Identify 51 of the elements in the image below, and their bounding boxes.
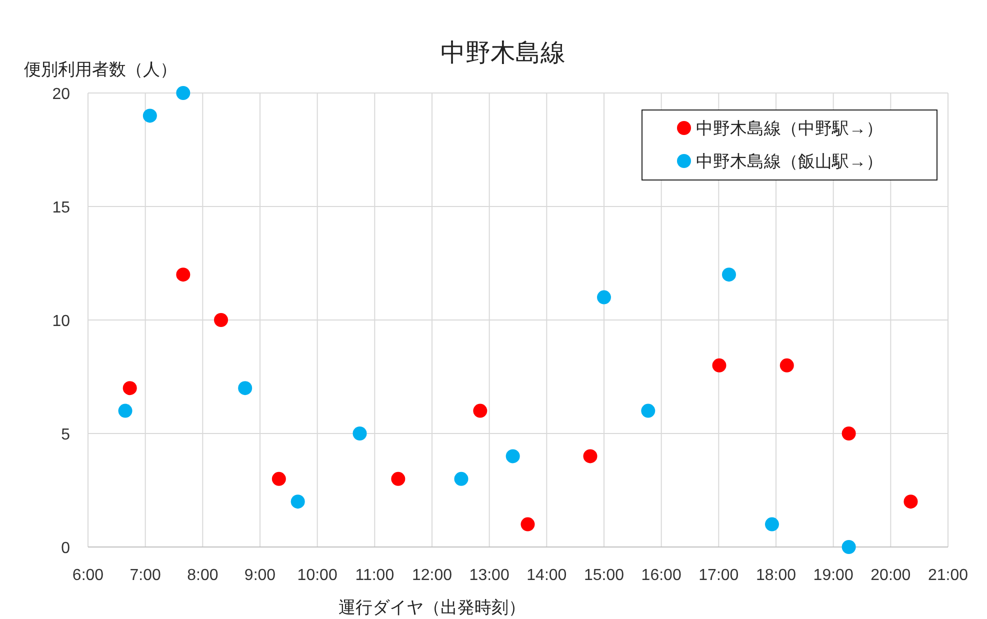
point <box>842 426 856 440</box>
point <box>272 472 286 486</box>
point <box>176 268 190 282</box>
y-tick-label: 15 <box>52 200 70 216</box>
point <box>454 472 468 486</box>
point <box>290 494 305 509</box>
point <box>712 358 726 372</box>
point <box>214 313 228 327</box>
legend-label: 中野木島線（飯山駅→） <box>696 152 883 171</box>
point <box>391 472 406 486</box>
point <box>722 268 736 282</box>
x-tick-label: 20:00 <box>870 567 911 584</box>
point <box>641 404 656 418</box>
x-tick-label: 6:00 <box>72 567 104 584</box>
x-tick-label: 18:00 <box>756 567 796 584</box>
point <box>904 494 918 509</box>
point <box>520 517 535 532</box>
x-tick-label: 13:00 <box>469 567 510 584</box>
point <box>597 290 611 304</box>
point <box>238 381 252 396</box>
x-tick-label: 14:00 <box>526 567 567 584</box>
chart-title: 中野木島線 <box>440 39 566 67</box>
x-tick-label: 9:00 <box>244 567 276 584</box>
y-axis-title: 便別利用者数（人） <box>24 60 177 79</box>
legend-label: 中野木島線（中野駅→） <box>696 119 883 138</box>
y-tick-label: 20 <box>52 86 70 103</box>
x-tick-label: 12:00 <box>412 567 452 584</box>
point <box>473 404 488 418</box>
point <box>352 426 367 440</box>
point <box>142 108 157 123</box>
x-tick-label: 16:00 <box>641 567 682 584</box>
point <box>780 358 794 372</box>
point <box>506 449 520 464</box>
point <box>118 404 132 418</box>
y-tick-label: 0 <box>61 540 70 557</box>
point <box>583 449 598 464</box>
x-tick-label: 17:00 <box>698 567 739 584</box>
y-tick-label: 10 <box>52 313 70 330</box>
point <box>842 540 856 554</box>
x-tick-label: 19:00 <box>813 567 854 584</box>
x-tick-label: 15:00 <box>584 567 624 584</box>
point <box>122 381 137 396</box>
x-tick-label: 11:00 <box>355 567 394 584</box>
x-tick-label: 10:00 <box>297 567 338 584</box>
point <box>176 86 190 100</box>
x-axis-title: 運行ダイヤ（出発時刻） <box>338 598 526 617</box>
x-tick-label: 21:00 <box>928 567 968 584</box>
x-tick-label: 8:00 <box>187 567 218 584</box>
y-tick-label: 5 <box>61 426 70 444</box>
x-tick-label: 7:00 <box>130 567 162 584</box>
point <box>764 517 779 532</box>
